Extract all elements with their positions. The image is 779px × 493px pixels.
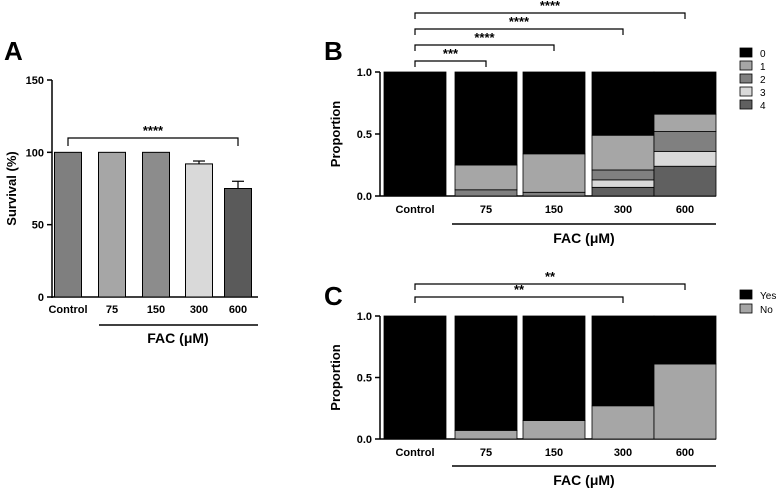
- bar-segment-1: [522, 153, 586, 193]
- legend-label: 1: [760, 62, 766, 73]
- y-tick-label: 0: [38, 292, 44, 304]
- y-tick-label: 0.5: [357, 129, 372, 141]
- x-tick-label: 300: [614, 447, 632, 459]
- y-tick-label: 0.5: [357, 373, 372, 385]
- legend-swatch: [739, 86, 753, 97]
- bar-segment-2: [653, 131, 717, 152]
- bar-segment-4: [591, 186, 655, 197]
- bar-segment-yes: [522, 315, 586, 421]
- bar-segment-3: [653, 150, 717, 167]
- legend-swatch: [739, 60, 753, 71]
- y-tick-label: 50: [32, 220, 44, 232]
- significance-bracket: [414, 12, 686, 19]
- y-tick-label: 0.0: [357, 434, 372, 446]
- x-tick-label: 75: [106, 304, 118, 316]
- x-tick-label: 600: [229, 304, 247, 316]
- bar-segment-3: [591, 179, 655, 188]
- x-axis-title: FAC (μM): [147, 330, 208, 346]
- legend-label: 4: [760, 101, 766, 112]
- legend-swatch: [739, 47, 753, 58]
- y-tick-label: 100: [26, 147, 44, 159]
- x-tick-label: Control: [48, 304, 87, 316]
- bar-segment-no: [591, 405, 655, 440]
- x-axis-title: FAC (μM): [553, 472, 614, 488]
- y-axis-title: Survival (%): [4, 151, 19, 225]
- legend-label: 3: [760, 88, 766, 99]
- bar-segment-1: [454, 164, 518, 191]
- x-tick-label: 300: [190, 304, 208, 316]
- bar-segment-no: [454, 429, 518, 440]
- bar-segment-0: [653, 71, 717, 115]
- significance-bracket: [414, 44, 555, 51]
- y-axis-title: Proportion: [328, 344, 343, 410]
- x-tick-label: 600: [676, 447, 694, 459]
- bar-segment-0: [454, 71, 518, 166]
- x-tick-label: 300: [614, 204, 632, 216]
- significance-bracket: [414, 283, 686, 290]
- legend-swatch: [739, 99, 753, 110]
- bar: [142, 151, 170, 298]
- bar-segment-2: [591, 169, 655, 181]
- significance-bracket: [67, 137, 239, 146]
- legend-label: 0: [760, 49, 766, 60]
- x-tick-label: 600: [676, 204, 694, 216]
- y-tick-label: 150: [26, 75, 44, 87]
- significance-label: **: [545, 269, 556, 284]
- legend-label: Yes: [760, 291, 776, 302]
- significance-label: ****: [540, 0, 561, 13]
- x-axis-title: FAC (μM): [553, 230, 614, 246]
- panel-b: B 0.0 0.5 1.0 Proportion Control 75 150 300 600 F…: [324, 0, 766, 246]
- panel-label-c: C: [324, 281, 343, 311]
- bar-segment-yes: [591, 315, 655, 407]
- bar: [98, 151, 126, 298]
- panel-label-a: A: [4, 36, 23, 66]
- x-tick-label: Control: [395, 447, 434, 459]
- bar-segment-yes: [653, 315, 717, 365]
- y-axis-title: Proportion: [328, 101, 343, 167]
- x-tick-label: 150: [545, 447, 563, 459]
- x-tick-label: 75: [480, 447, 492, 459]
- bar-segment-2: [522, 191, 586, 197]
- significance-label: ****: [143, 123, 164, 138]
- legend-label: No: [760, 305, 773, 316]
- bar-segment-yes: [383, 315, 447, 440]
- significance-bracket: [414, 28, 624, 35]
- significance-label: **: [514, 282, 525, 297]
- legend-label: 2: [760, 75, 766, 86]
- y-tick-label: 1.0: [357, 67, 372, 79]
- x-tick-label: Control: [395, 204, 434, 216]
- significance-label: ***: [443, 46, 459, 61]
- bar: [185, 163, 213, 298]
- significance-label: ****: [509, 14, 530, 29]
- bar-segment-1: [591, 134, 655, 171]
- significance-bracket: [414, 60, 487, 67]
- legend-swatch: [739, 73, 753, 84]
- bar-segment-0: [522, 71, 586, 155]
- x-tick-label: 150: [147, 304, 165, 316]
- bar-segment-no: [653, 363, 717, 440]
- legend-swatch: [739, 303, 753, 314]
- y-tick-label: 0.0: [357, 191, 372, 203]
- legend-swatch: [739, 289, 753, 300]
- bar-segment-4: [653, 165, 717, 197]
- bar-segment-0: [383, 71, 447, 197]
- x-tick-label: 75: [480, 204, 492, 216]
- panel-a: A 0 50 100 150 Survival (%) Control 75 150 300 60…: [4, 36, 258, 346]
- significance-label: ****: [474, 30, 495, 45]
- bar-segment-2: [454, 189, 518, 197]
- bar: [54, 151, 82, 298]
- panel-c: C 0.0 0.5 1.0 Proportion Control 75 150 300 600 F…: [324, 269, 776, 488]
- significance-bracket: [414, 296, 624, 303]
- bar-segment-0: [591, 71, 655, 136]
- bar: [224, 188, 252, 298]
- bar-segment-1: [653, 113, 717, 132]
- panel-label-b: B: [324, 36, 343, 66]
- bar-segment-no: [522, 420, 586, 440]
- x-tick-label: 150: [545, 204, 563, 216]
- y-tick-label: 1.0: [357, 311, 372, 323]
- bar-segment-yes: [454, 315, 518, 431]
